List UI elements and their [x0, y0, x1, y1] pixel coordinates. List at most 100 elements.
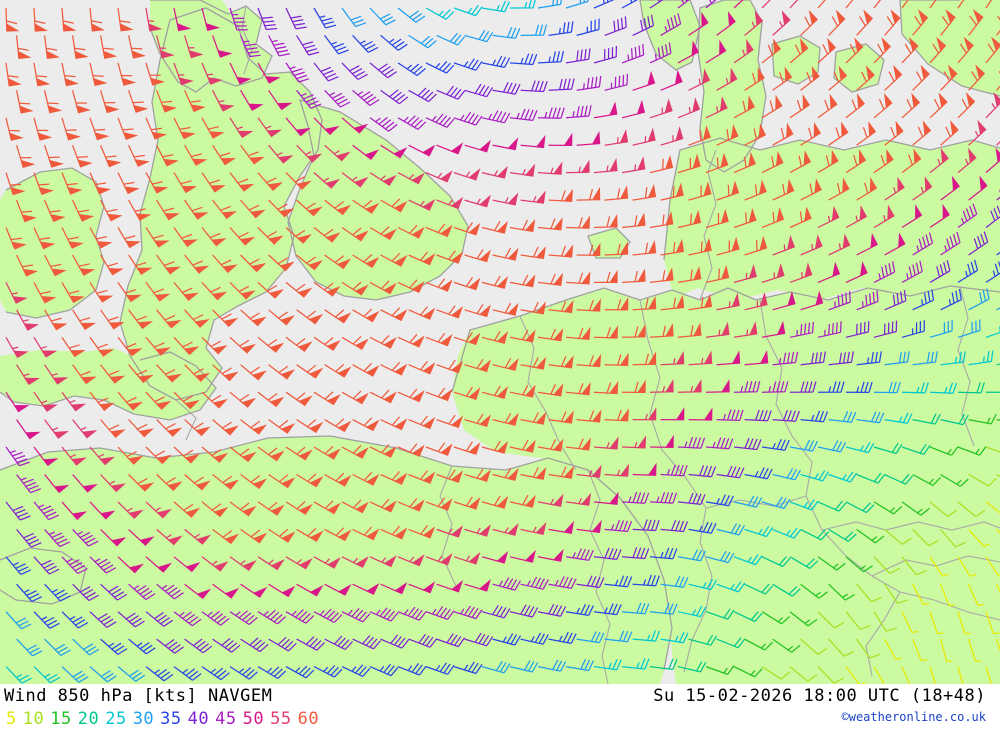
wind-barb — [733, 151, 757, 174]
legend-tick-25: 25 — [105, 709, 127, 729]
wind-barb — [352, 471, 380, 486]
wind-barb — [72, 254, 96, 276]
wind-barb — [257, 281, 284, 299]
wind-barb — [313, 172, 341, 189]
wind-barb — [800, 178, 822, 201]
wind-barb — [912, 413, 941, 425]
wind-barb — [520, 24, 548, 37]
wind-barb — [537, 659, 567, 672]
coastline-9 — [833, 43, 885, 93]
wind-barb — [789, 321, 815, 338]
wind-barb — [33, 391, 58, 412]
wind-barb — [940, 528, 966, 548]
wind-barb — [929, 92, 948, 119]
wind-barb — [548, 410, 574, 424]
wind-barb — [789, 556, 819, 569]
wind-barb — [789, 439, 818, 452]
wind-barb — [212, 144, 237, 166]
wind-barb — [968, 413, 997, 425]
wind-barb — [89, 611, 117, 628]
wind-barb — [800, 234, 823, 256]
wind-barb — [89, 501, 116, 520]
wind-barb — [61, 7, 77, 32]
wind-barb — [856, 290, 879, 311]
wind-barb — [733, 321, 758, 338]
wind-barb — [789, 0, 799, 9]
wind-barb — [968, 119, 987, 146]
wind-barb — [229, 117, 254, 139]
wind-barb — [16, 529, 42, 548]
wind-barb — [688, 521, 717, 534]
wind-barb — [369, 555, 397, 568]
wind-barb — [968, 175, 988, 201]
wind-barb — [324, 418, 352, 433]
wind-barb — [828, 528, 857, 542]
map-canvas[interactable] — [0, 0, 1000, 684]
wind-barb — [436, 305, 464, 319]
wind-barb — [968, 231, 989, 256]
wind-barb — [425, 332, 453, 347]
wind-barb — [128, 90, 149, 113]
wind-barb — [873, 0, 882, 9]
wind-barb — [548, 132, 573, 147]
wind-barb — [184, 419, 211, 437]
wind-barb — [800, 9, 818, 36]
wind-barb — [296, 583, 324, 597]
wind-barb — [16, 419, 41, 440]
wind-barb — [817, 556, 846, 571]
wind-barb — [408, 306, 436, 320]
wind-barb — [481, 440, 509, 454]
wind-barb — [464, 304, 491, 318]
wind-barb — [649, 379, 674, 393]
wind-barb — [89, 227, 113, 249]
wind-barb — [100, 528, 127, 547]
coastline-11 — [899, 0, 1000, 97]
wind-barb — [5, 336, 29, 359]
wind-barb — [688, 578, 717, 591]
wind-barb — [453, 111, 483, 126]
wind-barb — [677, 153, 701, 174]
wind-barb — [929, 203, 950, 229]
wind-barb — [901, 204, 923, 229]
wind-barb — [33, 336, 58, 358]
wind-barb — [16, 309, 40, 331]
wind-barb — [733, 495, 763, 508]
wind-barb — [397, 62, 426, 77]
wind-barb — [285, 391, 313, 407]
wind-barb — [369, 62, 398, 79]
wind-barb — [184, 254, 210, 274]
wind-barb — [593, 45, 618, 64]
wind-barb — [817, 440, 847, 453]
wind-barb — [716, 67, 738, 91]
wind-barb — [817, 37, 836, 64]
wind-barb — [117, 172, 140, 195]
wind-barb — [341, 172, 369, 188]
wind-barb — [313, 500, 341, 515]
wind-barb — [117, 611, 145, 628]
wind-barb — [649, 0, 664, 9]
wind-barb — [548, 355, 574, 369]
wind-barb — [380, 634, 410, 649]
wind-barb — [313, 665, 343, 678]
wind-barb — [145, 611, 174, 627]
wind-barb — [789, 611, 818, 627]
wind-barb — [369, 116, 398, 132]
wind-barb — [772, 409, 800, 422]
wind-barb — [901, 556, 927, 576]
wind-barb — [436, 85, 466, 100]
wind-barb — [576, 298, 601, 312]
wind-barb — [425, 387, 453, 402]
wind-barb — [464, 139, 491, 153]
wind-barb — [593, 658, 622, 671]
wind-barb — [257, 391, 285, 408]
wind-barb — [313, 7, 337, 29]
wind-barb — [408, 581, 436, 594]
wind-barb — [397, 333, 425, 348]
wind-barb — [744, 350, 769, 366]
wind-barb — [257, 336, 285, 353]
land-ireland — [0, 168, 104, 318]
wind-barb — [688, 634, 718, 646]
wind-barb — [884, 176, 905, 201]
wind-barb — [380, 525, 408, 540]
